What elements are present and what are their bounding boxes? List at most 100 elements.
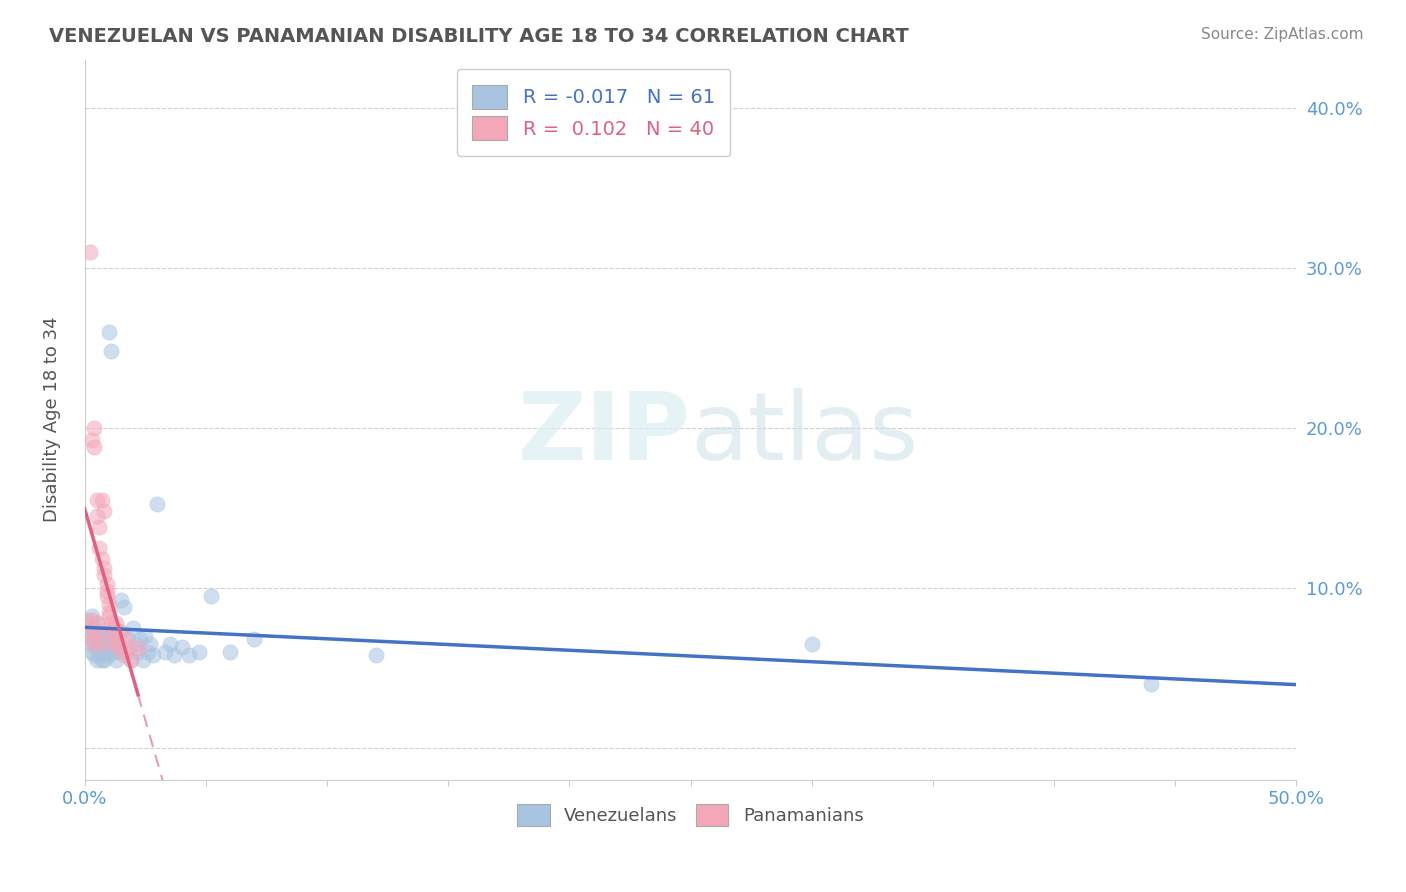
Point bbox=[80, 434, 103, 448]
Point bbox=[120, 652, 142, 666]
Point bbox=[243, 632, 266, 646]
Point bbox=[93, 567, 115, 582]
Point bbox=[103, 621, 125, 635]
Point bbox=[129, 632, 152, 646]
Point bbox=[89, 645, 111, 659]
Point bbox=[83, 621, 105, 635]
Point bbox=[89, 520, 111, 534]
Text: VENEZUELAN VS PANAMANIAN DISABILITY AGE 18 TO 34 CORRELATION CHART: VENEZUELAN VS PANAMANIAN DISABILITY AGE … bbox=[49, 27, 908, 45]
Point bbox=[112, 648, 135, 662]
Point bbox=[103, 637, 125, 651]
Point bbox=[97, 609, 120, 624]
Point bbox=[105, 632, 128, 646]
Point bbox=[103, 637, 125, 651]
Point bbox=[79, 632, 101, 646]
Point bbox=[80, 609, 103, 624]
Point bbox=[136, 645, 159, 659]
Point bbox=[93, 652, 115, 666]
Point bbox=[142, 648, 165, 662]
Point bbox=[107, 625, 129, 640]
Point bbox=[105, 652, 128, 666]
Point bbox=[96, 589, 118, 603]
Point bbox=[89, 541, 111, 555]
Point bbox=[90, 632, 112, 646]
Point bbox=[93, 561, 115, 575]
Point bbox=[105, 632, 128, 646]
Point bbox=[364, 648, 387, 662]
Point bbox=[93, 504, 115, 518]
Point bbox=[134, 629, 156, 643]
Point bbox=[103, 625, 125, 640]
Point bbox=[120, 652, 142, 666]
Point bbox=[90, 492, 112, 507]
Point bbox=[100, 343, 122, 358]
Point bbox=[163, 648, 186, 662]
Point bbox=[97, 325, 120, 339]
Point bbox=[107, 641, 129, 656]
Point bbox=[100, 645, 122, 659]
Point bbox=[97, 597, 120, 611]
Point bbox=[86, 615, 108, 630]
Point bbox=[96, 632, 118, 646]
Point bbox=[90, 637, 112, 651]
Point bbox=[110, 625, 132, 640]
Point bbox=[79, 637, 101, 651]
Legend: Venezuelans, Panamanians: Venezuelans, Panamanians bbox=[509, 796, 873, 836]
Point bbox=[107, 645, 129, 659]
Point bbox=[96, 583, 118, 598]
Point bbox=[170, 640, 193, 654]
Point bbox=[105, 615, 128, 630]
Point bbox=[122, 621, 145, 635]
Point bbox=[80, 625, 103, 640]
Point bbox=[89, 625, 111, 640]
Point bbox=[110, 593, 132, 607]
Point bbox=[90, 551, 112, 566]
Point bbox=[115, 645, 138, 659]
Point bbox=[83, 637, 105, 651]
Point bbox=[1140, 676, 1163, 690]
Point bbox=[90, 652, 112, 666]
Text: ZIP: ZIP bbox=[517, 388, 690, 480]
Point bbox=[79, 244, 101, 259]
Point bbox=[159, 637, 181, 651]
Point bbox=[83, 420, 105, 434]
Text: atlas: atlas bbox=[690, 388, 918, 480]
Point bbox=[153, 645, 176, 659]
Point bbox=[86, 641, 108, 656]
Point bbox=[86, 615, 108, 630]
Text: Source: ZipAtlas.com: Source: ZipAtlas.com bbox=[1201, 27, 1364, 42]
Y-axis label: Disability Age 18 to 34: Disability Age 18 to 34 bbox=[44, 317, 60, 523]
Point bbox=[97, 648, 120, 662]
Point bbox=[124, 637, 146, 651]
Point bbox=[80, 632, 103, 646]
Point bbox=[200, 589, 222, 603]
Point bbox=[187, 645, 209, 659]
Point bbox=[76, 613, 98, 627]
Point bbox=[83, 440, 105, 454]
Point bbox=[97, 625, 120, 640]
Point bbox=[93, 629, 115, 643]
Point bbox=[89, 625, 111, 640]
Point bbox=[139, 637, 162, 651]
Point bbox=[83, 629, 105, 643]
Point bbox=[86, 492, 108, 507]
Point bbox=[132, 652, 155, 666]
Point bbox=[80, 645, 103, 659]
Point bbox=[112, 599, 135, 614]
Point bbox=[97, 605, 120, 619]
Point bbox=[219, 645, 242, 659]
Point bbox=[96, 577, 118, 591]
Point bbox=[127, 645, 149, 659]
Point bbox=[127, 641, 149, 656]
Point bbox=[117, 632, 139, 646]
Point bbox=[177, 648, 200, 662]
Point bbox=[146, 497, 169, 511]
Point bbox=[96, 641, 118, 656]
Point bbox=[86, 652, 108, 666]
Point bbox=[80, 613, 103, 627]
Point bbox=[86, 508, 108, 523]
Point bbox=[800, 637, 823, 651]
Point bbox=[83, 648, 105, 662]
Point bbox=[115, 632, 138, 646]
Point bbox=[90, 637, 112, 651]
